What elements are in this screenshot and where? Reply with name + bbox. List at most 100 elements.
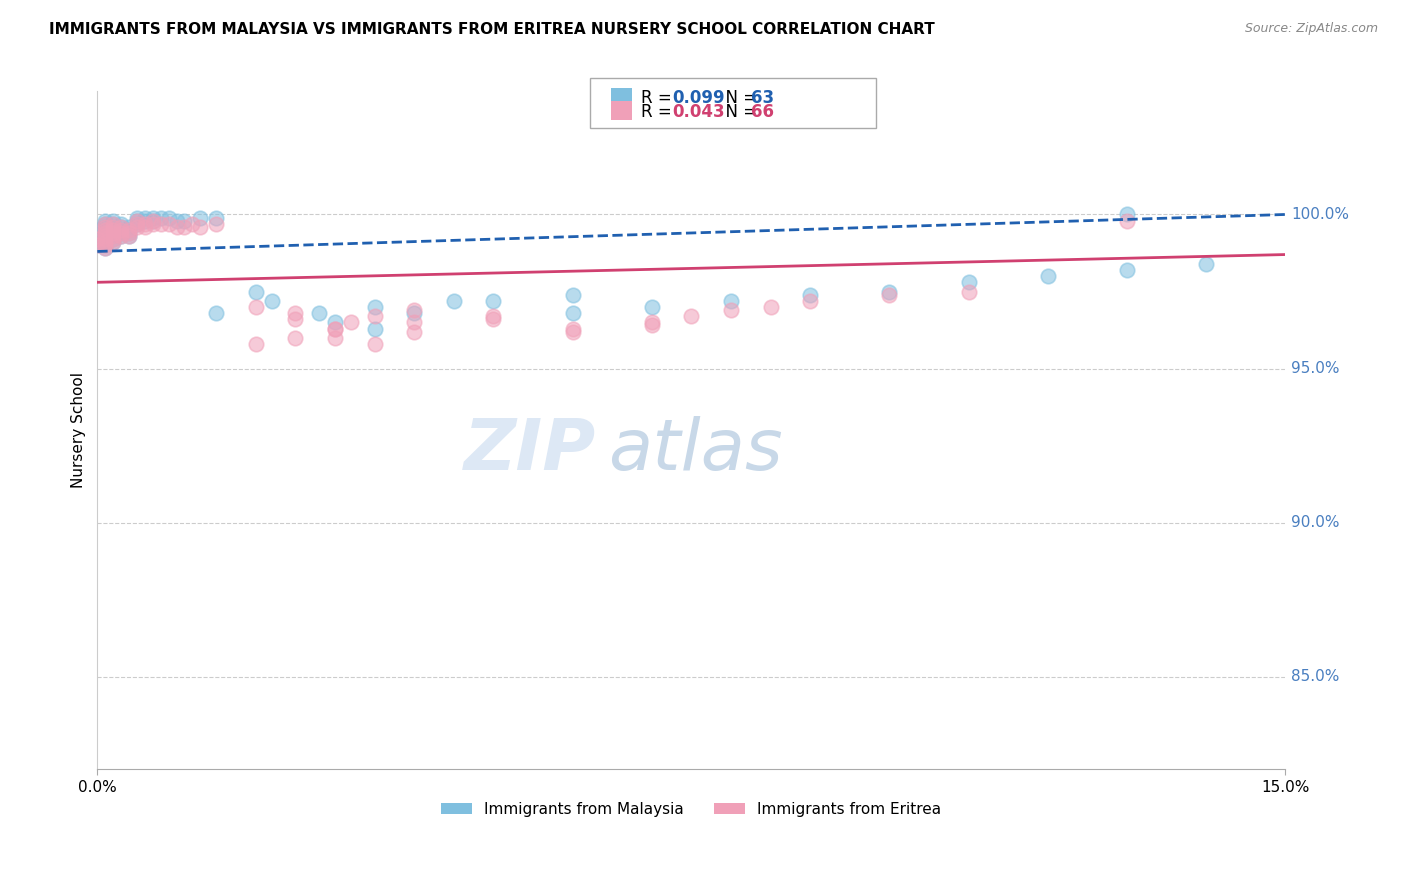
Point [94,232,117,246]
Point [157,211,180,225]
Point [799,287,821,301]
Text: 0.099: 0.099 [672,89,725,107]
Point [561,287,583,301]
Point [103,223,125,237]
Point [110,219,132,234]
Point [1116,213,1139,227]
Point [118,223,141,237]
Point [103,226,125,240]
Point [1195,257,1218,271]
FancyBboxPatch shape [610,102,631,120]
Point [245,337,267,351]
Legend: Immigrants from Malaysia, Immigrants from Eritrea: Immigrants from Malaysia, Immigrants fro… [436,796,948,822]
Point [118,223,141,237]
Point [879,287,901,301]
Point [110,219,132,234]
Point [134,219,156,234]
Point [173,213,195,227]
Point [142,213,165,227]
Point [166,213,188,227]
Point [284,312,307,326]
Text: 100.0%: 100.0% [1291,207,1350,222]
Point [125,217,148,231]
Point [157,217,180,231]
Point [125,213,148,227]
Point [323,321,346,335]
Point [720,303,742,318]
Point [363,337,385,351]
Point [86,238,108,252]
Point [94,232,117,246]
Text: IMMIGRANTS FROM MALAYSIA VS IMMIGRANTS FROM ERITREA NURSERY SCHOOL CORRELATION C: IMMIGRANTS FROM MALAYSIA VS IMMIGRANTS F… [49,22,935,37]
Point [125,213,148,227]
Point [284,331,307,345]
Point [879,285,901,299]
Point [118,226,141,240]
Point [103,232,125,246]
Point [103,229,125,244]
Point [94,223,117,237]
Point [103,235,125,250]
Point [363,300,385,314]
Point [323,321,346,335]
Point [561,325,583,339]
Text: 85.0%: 85.0% [1291,669,1340,684]
Point [86,238,108,252]
Point [181,217,204,231]
Point [118,219,141,234]
Point [957,275,980,289]
Point [103,213,125,227]
Point [205,306,228,320]
Point [103,226,125,240]
Point [1116,207,1139,221]
Point [561,306,583,320]
Point [103,229,125,244]
Point [308,306,330,320]
Point [86,232,108,246]
Point [245,285,267,299]
Point [561,321,583,335]
Point [142,211,165,225]
Point [118,226,141,240]
Point [759,300,782,314]
Point [205,211,228,225]
Point [188,211,211,225]
Point [149,211,172,225]
Point [173,219,195,234]
Point [94,229,117,244]
Point [110,217,132,231]
Point [134,211,156,225]
Text: 66: 66 [751,103,773,120]
Point [94,219,117,234]
Point [86,223,108,237]
Point [323,331,346,345]
Point [118,229,141,244]
Text: Source: ZipAtlas.com: Source: ZipAtlas.com [1244,22,1378,36]
Point [323,315,346,329]
Text: atlas: atlas [609,416,783,485]
Point [363,321,385,335]
Point [482,293,505,308]
Point [1036,269,1059,284]
Point [94,219,117,234]
Text: 95.0%: 95.0% [1291,361,1340,376]
Point [188,219,211,234]
Point [482,312,505,326]
Point [94,226,117,240]
Point [110,226,132,240]
Point [94,235,117,250]
Point [94,213,117,227]
Point [681,309,703,323]
Point [957,285,980,299]
Point [1116,263,1139,277]
Point [720,293,742,308]
Text: N =: N = [716,89,762,107]
Point [641,315,664,329]
Text: 0.043: 0.043 [672,103,725,120]
Point [142,217,165,231]
Point [404,303,426,318]
Text: 63: 63 [751,89,773,107]
Point [103,232,125,246]
Point [641,318,664,333]
Point [404,306,426,320]
